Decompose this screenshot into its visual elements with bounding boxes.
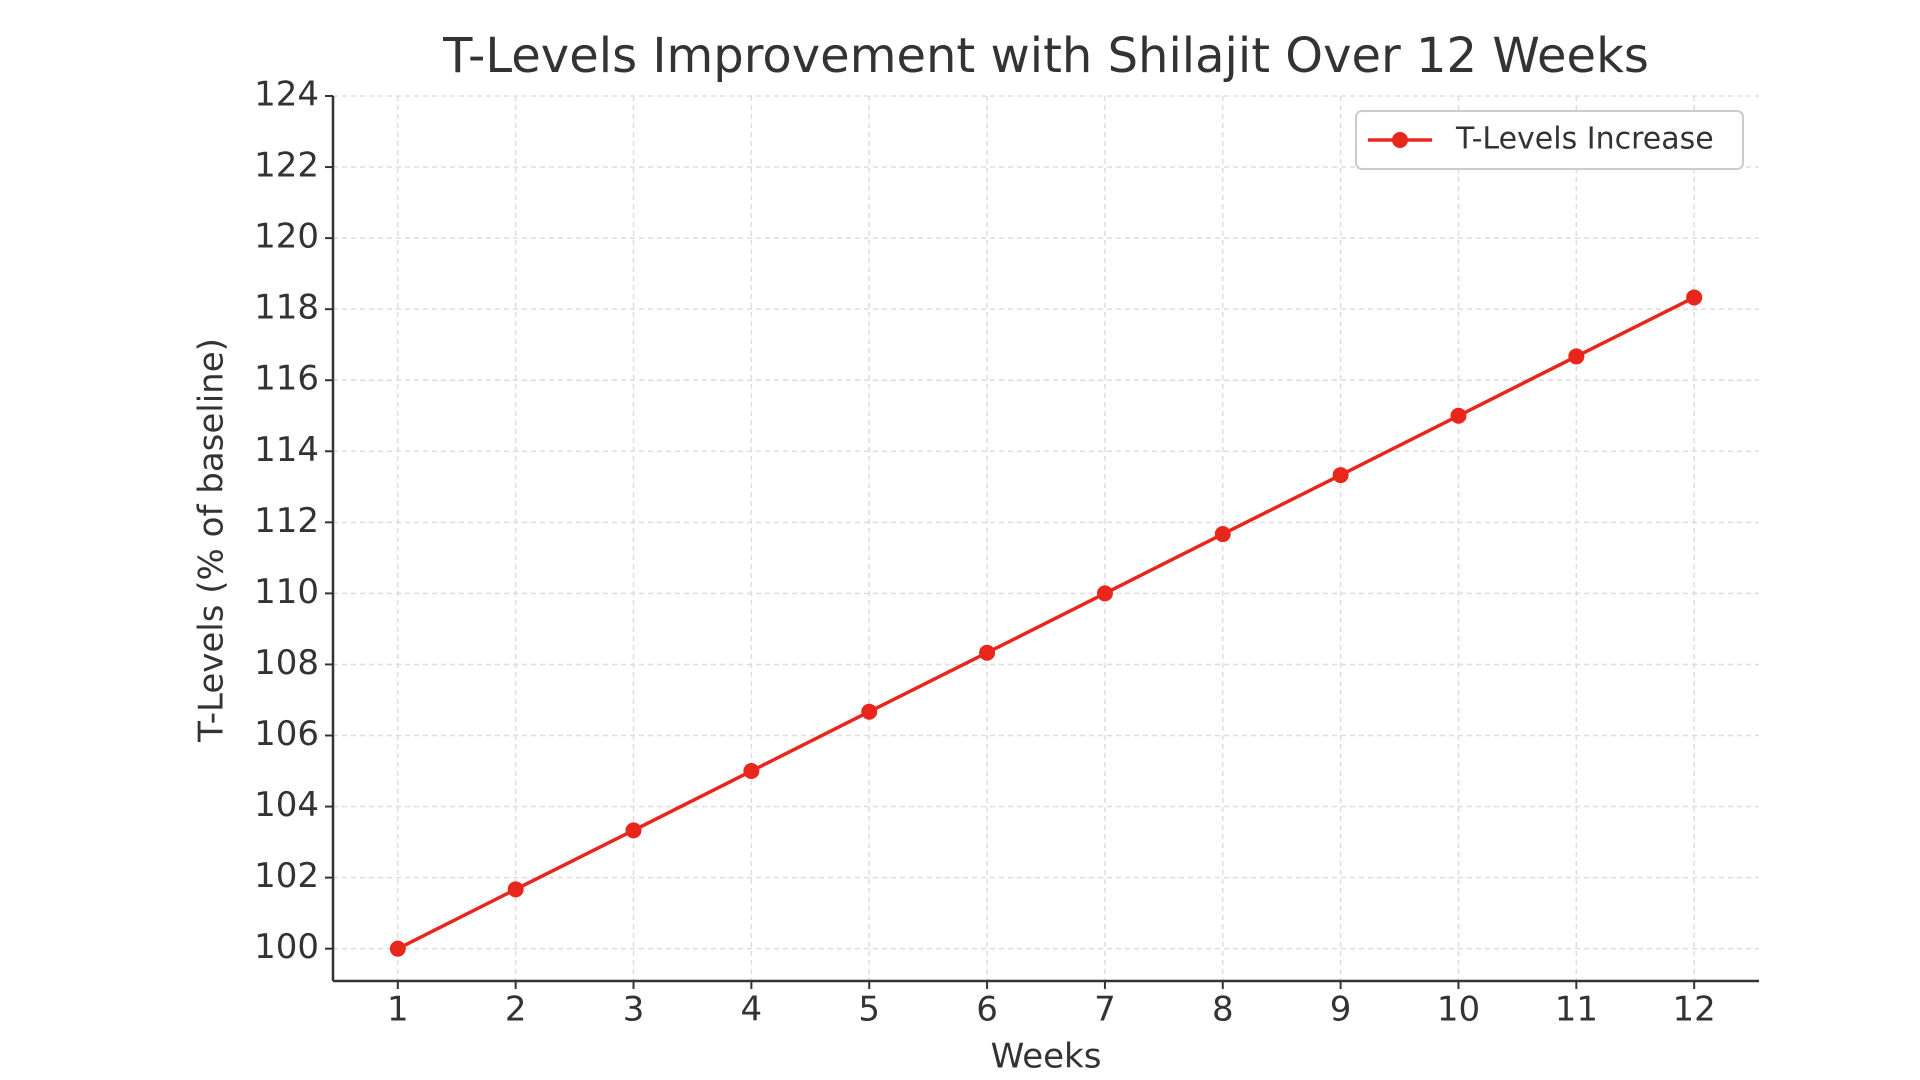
x-tick-label: 1: [387, 990, 409, 1030]
x-tick-label: 11: [1555, 990, 1598, 1030]
y-tick-label: 106: [254, 714, 319, 754]
y-tick-label: 104: [254, 785, 319, 825]
y-tick-label: 124: [254, 75, 319, 115]
x-tick-label: 9: [1330, 990, 1352, 1030]
x-tick-label: 10: [1437, 990, 1480, 1030]
x-axis-label: Weeks: [991, 1037, 1102, 1077]
y-tick-label: 116: [254, 359, 319, 399]
y-tick-label: 122: [254, 146, 319, 186]
data-point: [1332, 467, 1349, 484]
y-tick-label: 102: [254, 856, 319, 896]
data-point: [1686, 289, 1703, 306]
y-tick-label: 120: [254, 217, 319, 257]
y-tick-label: 114: [254, 430, 319, 470]
x-tick-label: 6: [976, 990, 998, 1030]
data-point: [861, 703, 878, 720]
data-point: [743, 763, 760, 780]
data-point: [979, 644, 996, 661]
chart-title: T-Levels Improvement with Shilajit Over …: [442, 28, 1649, 84]
y-tick-label: 100: [254, 927, 319, 967]
x-tick-label: 5: [858, 990, 880, 1030]
data-point: [507, 881, 524, 898]
x-tick-label: 2: [505, 990, 527, 1030]
data-point: [625, 822, 642, 839]
x-tick-label: 3: [623, 990, 645, 1030]
x-tick-label: 8: [1212, 990, 1234, 1030]
data-point: [1096, 585, 1113, 602]
legend-marker: [1392, 132, 1408, 148]
y-axis-label: T-Levels (% of baseline): [192, 338, 232, 743]
data-point: [1568, 348, 1585, 365]
series-line: [397, 295, 1695, 951]
x-tick-label: 4: [741, 990, 763, 1030]
y-tick-label: 110: [254, 572, 319, 612]
data-point: [389, 940, 406, 957]
y-tick-label: 112: [254, 501, 319, 541]
data-point: [1450, 407, 1467, 424]
x-tick-label: 7: [1094, 990, 1116, 1030]
y-tick-label: 108: [254, 643, 319, 683]
data-point: [1214, 526, 1231, 543]
y-tick-label: 118: [254, 288, 319, 328]
legend-label: T-Levels Increase: [1455, 122, 1714, 157]
legend-box: [1355, 110, 1744, 170]
x-tick-label: 12: [1673, 990, 1716, 1030]
